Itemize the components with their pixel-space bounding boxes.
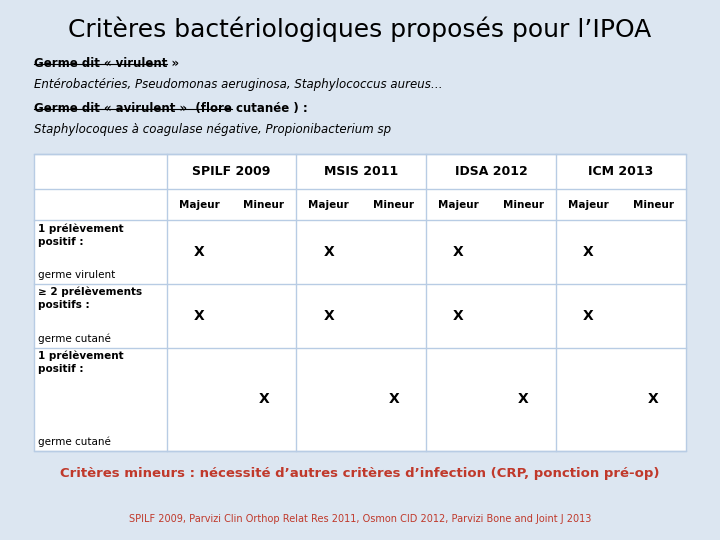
Text: SPILF 2009, Parvizi Clin Orthop Relat Res 2011, Osmon CID 2012, Parvizi Bone and: SPILF 2009, Parvizi Clin Orthop Relat Re… xyxy=(129,514,591,524)
Text: X: X xyxy=(453,309,464,323)
Text: X: X xyxy=(194,309,204,323)
Text: Majeur: Majeur xyxy=(308,200,349,210)
Text: Majeur: Majeur xyxy=(568,200,608,210)
Text: SPILF 2009: SPILF 2009 xyxy=(192,165,271,178)
Text: X: X xyxy=(518,393,529,406)
Text: X: X xyxy=(323,245,334,259)
Text: 1 prélèvement
positif :: 1 prélèvement positif : xyxy=(37,223,123,247)
Text: X: X xyxy=(648,393,659,406)
Text: Germe dit « avirulent »  (flore cutanée ) :: Germe dit « avirulent » (flore cutanée )… xyxy=(35,102,308,114)
Text: Mineur: Mineur xyxy=(503,200,544,210)
Text: IDSA 2012: IDSA 2012 xyxy=(454,165,528,178)
Text: ≥ 2 prélèvements
positifs :: ≥ 2 prélèvements positifs : xyxy=(37,287,142,310)
Text: germe cutané: germe cutané xyxy=(37,334,111,344)
Text: Mineur: Mineur xyxy=(633,200,674,210)
Text: germe virulent: germe virulent xyxy=(37,270,115,280)
Text: Mineur: Mineur xyxy=(243,200,284,210)
Text: X: X xyxy=(388,393,399,406)
Text: Entérobactéries, Pseudomonas aeruginosa, Staphylococcus aureus…: Entérobactéries, Pseudomonas aeruginosa,… xyxy=(35,78,443,91)
Text: Germe dit « virulent »: Germe dit « virulent » xyxy=(35,57,179,70)
Text: Mineur: Mineur xyxy=(373,200,414,210)
Text: Staphylocoques à coagulase négative, Propionibacterium sp: Staphylocoques à coagulase négative, Pro… xyxy=(35,123,392,136)
Text: Critères mineurs : nécessité d’autres critères d’infection (CRP, ponction pré-op: Critères mineurs : nécessité d’autres cr… xyxy=(60,467,660,480)
Text: X: X xyxy=(258,393,269,406)
Text: ICM 2013: ICM 2013 xyxy=(588,165,654,178)
Text: Majeur: Majeur xyxy=(179,200,220,210)
Text: Majeur: Majeur xyxy=(438,200,479,210)
Text: 1 prélèvement
positif :: 1 prélèvement positif : xyxy=(37,350,123,374)
Text: germe cutané: germe cutané xyxy=(37,437,111,447)
Text: Critères bactériologiques proposés pour l’IPOA: Critères bactériologiques proposés pour … xyxy=(68,16,652,42)
Text: X: X xyxy=(323,309,334,323)
Text: MSIS 2011: MSIS 2011 xyxy=(324,165,398,178)
Text: X: X xyxy=(583,245,594,259)
Text: X: X xyxy=(194,245,204,259)
Text: X: X xyxy=(583,309,594,323)
Text: X: X xyxy=(453,245,464,259)
